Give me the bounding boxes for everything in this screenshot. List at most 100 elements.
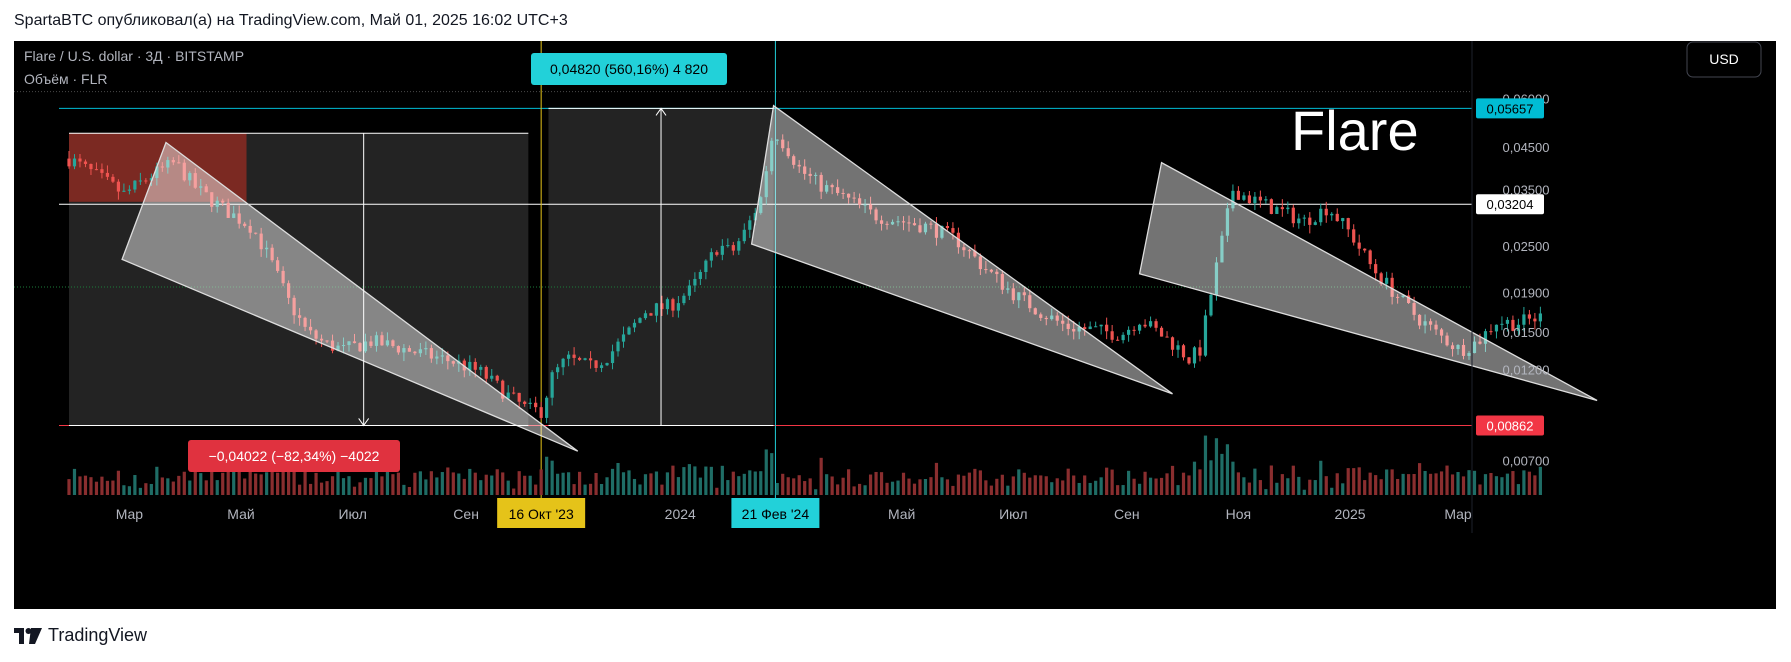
volume-bar bbox=[319, 482, 324, 495]
volume-bar bbox=[907, 478, 911, 495]
candle-body bbox=[1445, 335, 1449, 346]
price-chart[interactable]: 0,04820 (560,16%) 4 820 −0,04022 (−82,34%… bbox=[14, 41, 1776, 609]
volume-bar bbox=[391, 474, 395, 495]
volume-bar bbox=[1033, 475, 1037, 495]
candle-body bbox=[1105, 324, 1109, 332]
volume-bar bbox=[1214, 438, 1219, 495]
volume-bar bbox=[1434, 473, 1438, 495]
currency-label: USD bbox=[1709, 51, 1739, 67]
candle-body bbox=[698, 272, 702, 279]
volume-bar bbox=[1055, 478, 1059, 495]
volume-bar bbox=[440, 472, 444, 495]
candle-body bbox=[1253, 196, 1257, 204]
chart-frame[interactable]: 0,04820 (560,16%) 4 820 −0,04022 (−82,34%… bbox=[14, 41, 1776, 609]
candle-body bbox=[391, 340, 395, 347]
volume-bar bbox=[1225, 444, 1230, 495]
volume-bar bbox=[863, 485, 867, 495]
candle-body bbox=[1297, 218, 1301, 224]
candle-body bbox=[1242, 195, 1246, 200]
volume-bar bbox=[193, 459, 197, 495]
volume-bar bbox=[1341, 483, 1345, 495]
candle-body bbox=[446, 355, 450, 362]
candle-body bbox=[1428, 321, 1433, 325]
volume-bar bbox=[759, 471, 763, 495]
candle-body bbox=[665, 299, 670, 310]
candle-body bbox=[874, 209, 878, 221]
candle-body bbox=[1275, 207, 1279, 214]
volume-bar bbox=[1011, 476, 1015, 495]
volume-bar bbox=[1363, 480, 1367, 495]
candle-body bbox=[369, 341, 373, 346]
measure-label-box bbox=[188, 440, 400, 472]
candle-body bbox=[621, 334, 626, 342]
candle-body bbox=[1363, 248, 1367, 251]
candle-body bbox=[1286, 207, 1290, 210]
volume-bar bbox=[1352, 468, 1356, 495]
volume-bar bbox=[720, 465, 724, 495]
candle-body bbox=[89, 163, 93, 170]
candle-body bbox=[868, 204, 873, 210]
candle-body bbox=[226, 202, 230, 218]
candle-body bbox=[841, 192, 845, 194]
candle-body bbox=[671, 299, 675, 311]
candle-body bbox=[1055, 315, 1059, 321]
volume-bar bbox=[819, 457, 823, 495]
candle-body bbox=[847, 193, 851, 198]
candle-body bbox=[632, 322, 637, 328]
candle-body bbox=[265, 247, 269, 250]
candle-body bbox=[1374, 264, 1378, 274]
candle-body bbox=[599, 365, 604, 368]
volume-bar bbox=[336, 471, 340, 495]
candle-body bbox=[1346, 218, 1350, 230]
volume-bar bbox=[1181, 472, 1186, 495]
volume-bar bbox=[396, 472, 401, 495]
candle-body bbox=[572, 354, 576, 358]
candle-body bbox=[1434, 324, 1438, 330]
volume-bar bbox=[1061, 480, 1065, 495]
candle-body bbox=[1280, 207, 1284, 210]
volume-bar bbox=[292, 455, 296, 495]
candle-body bbox=[193, 173, 197, 188]
volume-bar bbox=[1456, 472, 1460, 495]
tradingview-brand[interactable]: TradingView bbox=[14, 625, 147, 646]
volume-bar bbox=[1324, 476, 1328, 495]
volume-bar bbox=[841, 477, 845, 495]
candle-body bbox=[319, 338, 324, 341]
candle-body bbox=[215, 200, 219, 207]
candle-body bbox=[237, 213, 241, 224]
price-label: 0,03204 bbox=[1487, 197, 1534, 212]
candle-body bbox=[863, 204, 867, 206]
candle-body bbox=[1472, 341, 1477, 354]
currency-button[interactable]: USD bbox=[1686, 41, 1762, 78]
candle-body bbox=[676, 303, 681, 311]
volume-bar bbox=[468, 468, 472, 495]
candle-body bbox=[270, 247, 274, 261]
volume-bar bbox=[1396, 478, 1400, 495]
volume-bar bbox=[528, 475, 532, 495]
volume-bar bbox=[693, 466, 697, 495]
wedge-patterns bbox=[121, 104, 1598, 452]
candle-body bbox=[1077, 327, 1081, 332]
candle-body bbox=[830, 185, 834, 188]
candle-body bbox=[1231, 190, 1235, 209]
volume-bar bbox=[704, 466, 708, 495]
candle-body bbox=[687, 285, 691, 296]
volume-bar bbox=[1187, 475, 1191, 495]
volume-bar bbox=[984, 480, 988, 495]
volume-bar bbox=[1176, 485, 1180, 495]
candle-body bbox=[610, 351, 615, 364]
volume-bar bbox=[182, 471, 186, 495]
candle-body bbox=[759, 197, 763, 213]
volume-bar bbox=[671, 465, 675, 495]
volume-bar bbox=[940, 477, 944, 495]
volume-bar bbox=[1302, 489, 1306, 495]
volume-bar bbox=[237, 468, 241, 495]
volume-bar bbox=[243, 478, 247, 495]
candle-body bbox=[803, 166, 807, 174]
candle-body bbox=[1148, 321, 1153, 327]
volume-bar bbox=[1170, 465, 1175, 495]
candle-body bbox=[1061, 320, 1065, 324]
volume-bar bbox=[1511, 471, 1515, 495]
candle-body bbox=[67, 158, 71, 167]
candle-body bbox=[363, 341, 368, 352]
